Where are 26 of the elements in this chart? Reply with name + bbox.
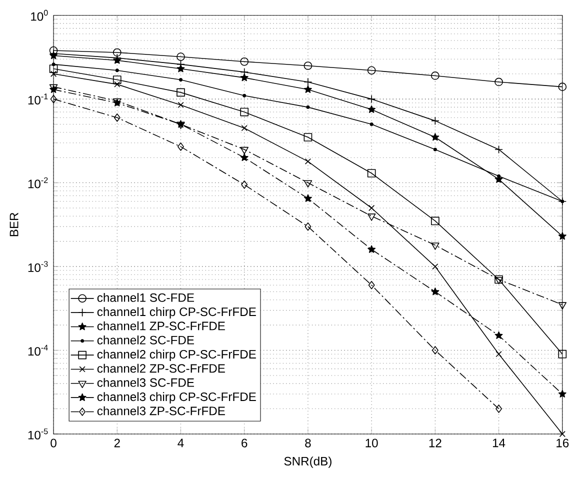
- x-axis-title: SNR(dB): [284, 456, 332, 468]
- legend-label: channel3 SC-FDE: [97, 378, 194, 388]
- y-tick-label: 10$^{-2}$: [28, 177, 48, 188]
- x-tick-label: 12: [429, 438, 442, 448]
- x-tick-label: 0: [50, 438, 56, 448]
- x-tick-label: 6: [242, 438, 248, 448]
- y-tick-label: 10$^{-3}$: [28, 261, 48, 272]
- x-tick-label: 16: [556, 438, 569, 448]
- legend-label: channel1 ZP-SC-FrFDE: [97, 321, 225, 330]
- y-tick-label: 10$^{0}$: [31, 10, 48, 21]
- legend-label: channel1 SC-FDE: [97, 293, 194, 302]
- x-tick-label: 2: [114, 438, 120, 448]
- y-tick-label: 10$^{-4}$: [28, 344, 48, 356]
- y-axis-title: BER: [10, 212, 18, 236]
- x-tick-label: 14: [492, 438, 506, 448]
- legend-label: channel1 chirp CP-SC-FrFDE: [97, 307, 256, 319]
- legend-label: channel2 SC-FDE: [97, 336, 194, 345]
- legend-label: channel3 chirp CP-SC-FrFDE: [97, 392, 256, 404]
- legend-label: channel2 chirp CP-SC-FrFDE: [97, 350, 256, 362]
- y-tick-label: 10$^{-1}$: [28, 94, 48, 105]
- legend-label: channel3 ZP-SC-FrFDE: [97, 406, 225, 416]
- x-tick-label: 10: [366, 438, 378, 448]
- x-tick-label: 8: [305, 438, 311, 448]
- x-tick-label: 4: [178, 438, 184, 448]
- legend-label: channel2 ZP-SC-FrFDE: [97, 364, 225, 373]
- y-tick-label: 10$^{-5}$: [28, 428, 48, 440]
